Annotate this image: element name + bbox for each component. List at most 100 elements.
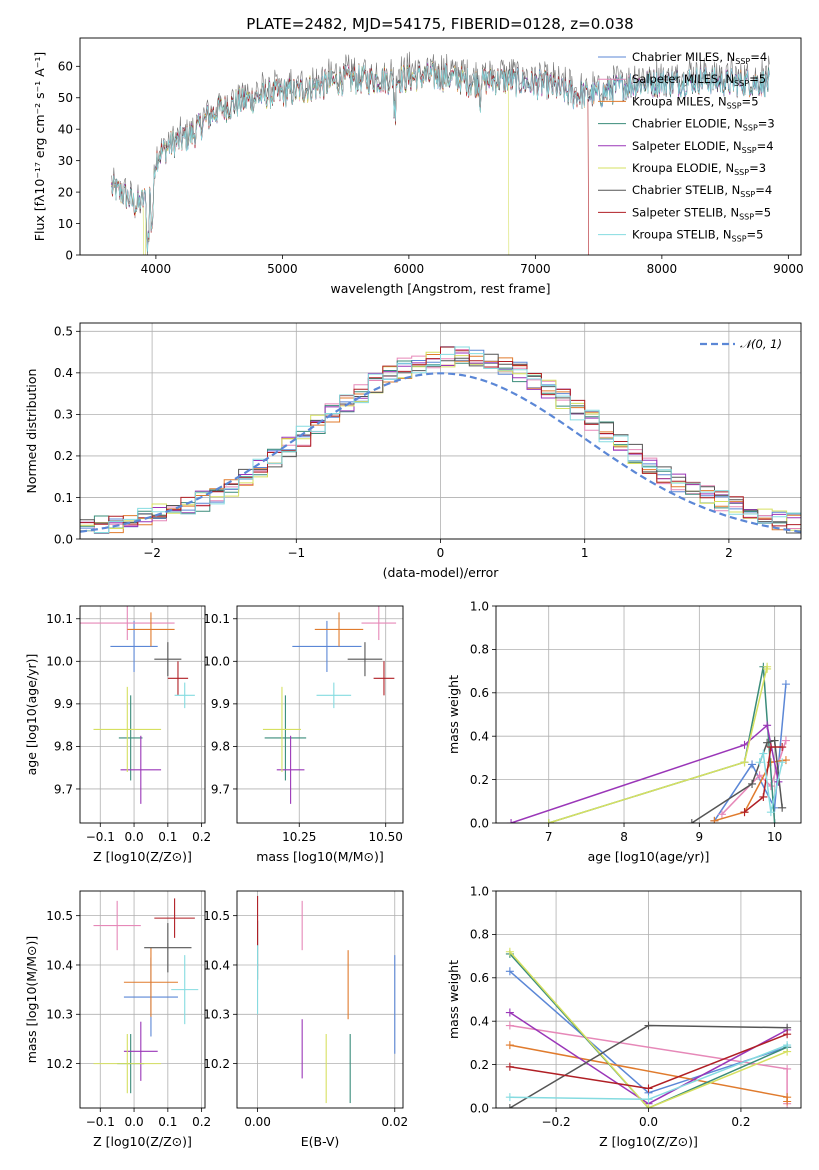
residuals-ytick-label: 0.4 — [54, 366, 73, 380]
weight-vs-age-marker — [748, 760, 757, 769]
age-vs-mass-ytick-label: 9.7 — [211, 782, 230, 796]
mass-vs-EBV-ytick-label: 10.4 — [203, 958, 230, 972]
weight-vs-age-marker — [710, 816, 719, 823]
legend-nssp-eq: = — [758, 117, 768, 131]
weight-vs-age-xtick-label: 9 — [696, 830, 704, 844]
age-vs-mass-errorbar — [316, 682, 352, 709]
mass-vs-Z-ylabel: mass [log10(M/M⊙)] — [24, 936, 39, 1064]
legend-nssp-subscript: SSP — [743, 124, 758, 133]
weight-vs-age-xtick-label: 8 — [620, 830, 628, 844]
age-vs-Z-errorbar — [118, 695, 143, 781]
age-vs-mass-xlabel: mass [log10(M/M⊙)] — [256, 849, 384, 864]
legend-nssp-eq: = — [755, 183, 765, 197]
age-vs-Z-errorbar — [93, 686, 162, 772]
weight-vs-Z-marker — [505, 1104, 514, 1108]
mass-vs-Z-xtick-label: 0.0 — [125, 1115, 144, 1129]
weight-vs-age-ytick-label: 1.0 — [470, 599, 489, 613]
mass-vs-Z-errorbar — [93, 900, 141, 951]
age-vs-Z-errorbar — [174, 682, 195, 709]
weight-vs-Z-marker — [505, 1062, 514, 1071]
mass-vs-Z-errorbar — [123, 1021, 158, 1081]
age-vs-mass-errorbar — [347, 642, 383, 677]
age-vs-mass-plot-area — [262, 606, 397, 804]
weight-vs-Z-ytick-label: 0.0 — [470, 1101, 489, 1115]
legend-entry: Kroupa STELIB, NSSP=5 — [632, 228, 764, 244]
age-vs-mass-xtick-label: 10.25 — [282, 830, 316, 844]
residuals-ylabel: Normed distribution — [24, 369, 39, 494]
legend-entry: Chabrier MILES, NSSP=4 — [632, 50, 767, 66]
weight-vs-Z-xlabel: Z [log10(Z/Z⊙)] — [599, 1134, 698, 1149]
spectrum-ytick-label: 10 — [58, 217, 73, 231]
residuals-xtick-label: 2 — [725, 546, 733, 560]
weight-vs-age-series-line — [691, 739, 783, 823]
spectrum-ytick-label: 40 — [58, 123, 73, 137]
weight-vs-age-marker — [740, 740, 749, 749]
legend-nssp-prefix: , N — [723, 205, 739, 219]
age-vs-Z-errorbar — [167, 661, 189, 696]
spectrum-model-line — [111, 62, 770, 249]
mass-vs-EBV-xtick-label: 0.02 — [381, 1115, 408, 1129]
legend-nssp-subscript: SSP — [742, 146, 757, 155]
weight-vs-age-marker — [766, 808, 775, 817]
legend-nssp-value: 4 — [765, 183, 772, 197]
residuals-xtick-label: −1 — [287, 546, 305, 560]
weight-vs-age-marker — [740, 808, 749, 817]
age-vs-mass-decorations: 10.25 10.50 9.7 9.8 9.9 10.0 10.1 mass [log10(M… — [203, 605, 404, 864]
residuals-xlabel: (data-model)/error — [383, 565, 500, 580]
legend-nssp-subscript: SSP — [739, 212, 754, 221]
normal-curve — [80, 372, 801, 533]
age-vs-mass-errorbar — [262, 686, 301, 772]
weight-vs-Z-marker — [783, 1064, 792, 1073]
mass-vs-Z-xtick-label: −0.1 — [86, 1115, 115, 1129]
legend-nssp-subscript: SSP — [732, 235, 747, 244]
age-vs-mass-errorbar — [264, 695, 307, 781]
legend-nssp-eq: = — [747, 228, 757, 242]
age-vs-Z-xtick-label: −0.1 — [86, 830, 115, 844]
legend-nssp-subscript: SSP — [734, 79, 749, 88]
legend-nssp-value: 5 — [764, 205, 771, 219]
legend-nssp-subscript: SSP — [740, 190, 755, 199]
spectrum-ytick-label: 30 — [58, 154, 73, 168]
weight-vs-age-series-line — [744, 746, 783, 813]
legend-nssp-prefix: , N — [718, 72, 734, 86]
weight-vs-age-xtick-label: 7 — [545, 830, 553, 844]
weight-vs-age-marker — [759, 792, 768, 801]
weight-vs-Z-marker — [783, 1097, 792, 1106]
weight-vs-age-marker — [781, 756, 790, 765]
legend-nssp-value: 4 — [760, 50, 767, 64]
weight-vs-age-marker — [759, 749, 768, 758]
weight-vs-Z-marker — [505, 1021, 514, 1030]
weight-vs-age-marker — [778, 743, 787, 752]
mass-vs-EBV-ytick-label: 10.3 — [203, 1008, 230, 1022]
legend-nssp-subscript: SSP — [735, 57, 750, 66]
spectrum-frame — [79, 37, 802, 256]
age-vs-mass-xtick-label: 10.50 — [369, 830, 403, 844]
spectrum-ytick-label: 50 — [58, 91, 73, 105]
legend-name: Salpeter ELODIE — [632, 139, 726, 153]
legend-name: Kroupa MILES — [632, 94, 711, 108]
residuals-xtick-label: 0 — [437, 546, 445, 560]
legend-name: Chabrier STELIB — [632, 183, 724, 197]
residuals-xtick-label: −2 — [143, 546, 161, 560]
weight-vs-age-series-line — [510, 723, 780, 823]
weight-vs-Z-marker — [783, 1041, 792, 1050]
legend-entry: Kroupa MILES, NSSP=5 — [632, 94, 759, 110]
weight-vs-age-ylabel: mass weight — [446, 675, 461, 754]
age-vs-Z-grid — [80, 606, 205, 823]
spectrum-ytick-label: 20 — [58, 185, 73, 199]
weight-vs-Z-marker — [505, 1041, 514, 1050]
mass-vs-Z-errorbar — [93, 1034, 162, 1094]
weight-vs-age-marker — [778, 758, 787, 767]
age-vs-Z-ytick-label: 9.7 — [54, 782, 73, 796]
weight-vs-age-decorations: 7 8 9 10 0.0 0.2 0.4 0.6 0.8 1.0 age [log10(age/yr… — [446, 599, 802, 864]
mass-vs-Z-ytick-label: 10.5 — [46, 909, 73, 923]
legend-nssp-eq: = — [749, 161, 759, 175]
weight-vs-Z-marker — [505, 947, 514, 956]
legend-entry: Chabrier STELIB, NSSP=4 — [632, 183, 772, 199]
residuals-ytick-label: 0.5 — [54, 325, 73, 339]
weight-vs-Z-ytick-label: 0.2 — [470, 1058, 489, 1072]
age-vs-mass-errorbar — [292, 620, 362, 672]
mass-vs-Z-errorbar — [144, 923, 192, 973]
legend-name: Chabrier MILES — [632, 50, 719, 64]
weight-vs-Z-ytick-label: 0.8 — [470, 928, 489, 942]
